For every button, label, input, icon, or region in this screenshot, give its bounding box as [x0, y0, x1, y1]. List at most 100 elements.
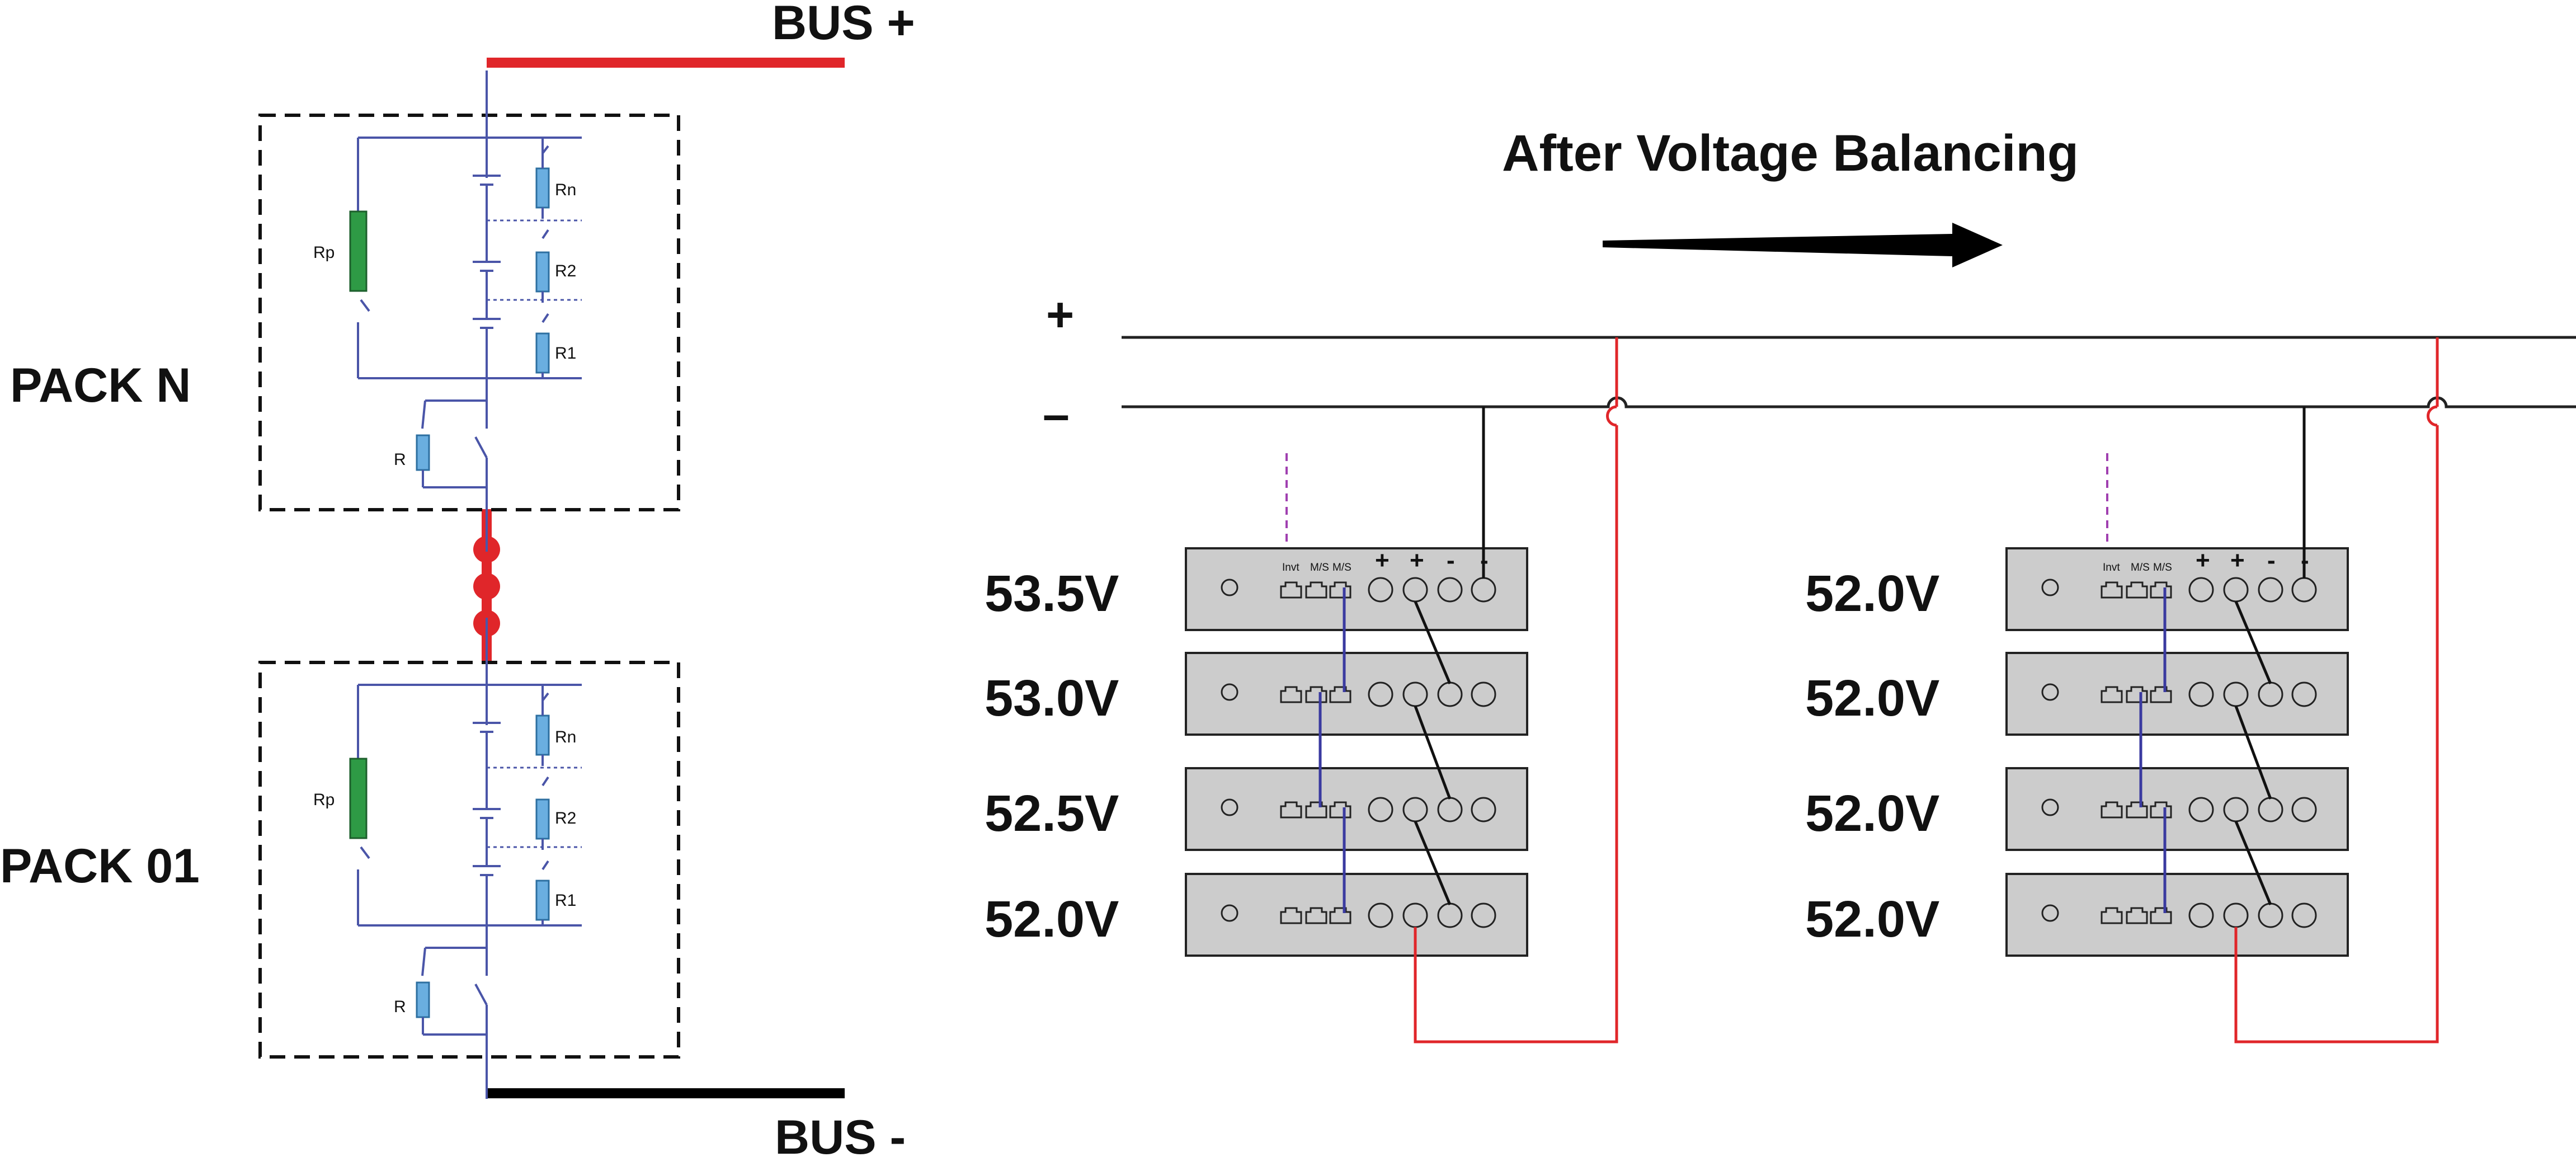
terminal-icon [1437, 577, 1463, 603]
switch [541, 229, 549, 239]
module-body [2005, 547, 2349, 631]
pack-01: Rp Rn R2 R1 R [258, 618, 680, 1099]
pack-n-label: PACK N [10, 359, 191, 412]
terminal-label-minus: - [2267, 547, 2276, 574]
terminal-icon [1471, 797, 1496, 822]
positive-lead-wire [2234, 425, 2439, 1043]
battery-module [2005, 873, 2349, 957]
module-wiring: After Voltage Balancing + – 53.5V 53.0V 52… [985, 125, 2576, 1043]
resistor-r1 [535, 332, 550, 374]
battery-module [1185, 652, 1528, 736]
terminal-icon [1368, 681, 1393, 707]
resistor-rp [349, 210, 368, 292]
rj-port-icon [2150, 907, 2172, 924]
rj-port-icon [1305, 581, 1327, 599]
indicator-icon [2041, 579, 2059, 596]
rp-label: Rp [313, 243, 335, 262]
terminal-icon [2291, 797, 2317, 822]
pack-schematic: BUS + BUS - Rp Rn R2 R1 R Rp Rn R2 R1 R PACK N P… [0, 0, 915, 1164]
module-body [2005, 767, 2349, 851]
rail-minus-line [1122, 396, 2576, 408]
wire [360, 299, 370, 312]
rj-port-icon [2126, 581, 2148, 599]
rj-port-icon [2150, 686, 2172, 703]
rj-port-icon [2126, 801, 2148, 819]
indicator-icon [2041, 798, 2059, 816]
terminal-label-plus: + [2230, 547, 2245, 574]
indicator-icon [1221, 904, 1238, 922]
battery-module [1185, 767, 1528, 851]
pack-enclosure [258, 661, 680, 1059]
voltage-label: 52.0V [1805, 565, 1939, 622]
resistor-rp [349, 758, 368, 839]
port-label-invt: Invt [2103, 562, 2120, 573]
rail-plus-label: + [1046, 288, 1074, 342]
rj-port-icon [1329, 686, 1351, 703]
battery-module [1185, 547, 1528, 631]
resistor-r2 [535, 798, 550, 840]
wire [360, 846, 370, 859]
rj-port-icon [2101, 801, 2123, 819]
module-body [1185, 873, 1528, 957]
rn-label: Rn [555, 728, 576, 746]
series-link-wire [1414, 706, 1452, 800]
bus-plus-label: BUS + [772, 0, 915, 50]
rj-port-icon [1329, 801, 1351, 819]
resistor-r [416, 434, 430, 471]
series-link-wire [1414, 821, 1452, 905]
battery-module [1185, 873, 1528, 957]
rj-port-icon [2126, 907, 2148, 924]
terminal-icon [1368, 797, 1393, 822]
rj-port-icon [1280, 686, 1302, 703]
voltage-label: 52.5V [985, 785, 1119, 842]
terminal-icon [2188, 902, 2214, 928]
rn-label: Rn [555, 181, 576, 199]
r1-label: R1 [555, 891, 576, 910]
terminal-icon [1368, 902, 1393, 928]
rail-minus-label: – [1043, 388, 1070, 441]
indicator-icon [1221, 798, 1238, 816]
switch [474, 436, 488, 458]
pack-link-dot [473, 573, 500, 600]
series-link-wire [2234, 706, 2272, 800]
indicator-icon [2041, 683, 2059, 701]
terminal-icon [1471, 681, 1496, 707]
port-label-ms: M/S [1332, 562, 1351, 573]
voltage-label: 52.0V [985, 891, 1119, 948]
switch [541, 860, 549, 871]
pack-enclosure [258, 114, 680, 511]
rj-port-icon [2150, 581, 2172, 599]
rj-port-icon [1280, 907, 1302, 924]
battery-module [2005, 652, 2349, 736]
resistor-rn [535, 714, 550, 756]
resistor-r1 [535, 880, 550, 921]
terminal-label-plus: + [1375, 547, 1390, 574]
terminal-icon [1471, 902, 1496, 928]
voltage-label: 52.0V [1805, 785, 1939, 842]
port-label-ms: M/S [2153, 562, 2172, 573]
wire [421, 400, 426, 429]
switch [541, 776, 549, 787]
module-body [1185, 547, 1528, 631]
rj-port-icon [2101, 581, 2123, 599]
r2-label: R2 [555, 262, 576, 280]
indicator-icon [1221, 683, 1238, 701]
indicator-icon [1221, 579, 1238, 596]
terminal-label-plus: + [1410, 547, 1424, 574]
bus-minus-label: BUS - [775, 1111, 906, 1163]
port-label-ms: M/S [2131, 562, 2150, 573]
terminal-icon [2291, 902, 2317, 928]
rj-port-icon [1305, 801, 1327, 819]
indicator-icon [2041, 904, 2059, 922]
module-body [1185, 767, 1528, 851]
rj-port-icon [1280, 801, 1302, 819]
rj-port-icon [2101, 686, 2123, 703]
battery-module [2005, 767, 2349, 851]
arrow-icon [1603, 223, 2003, 267]
rp-label: Rp [313, 791, 335, 809]
r2-label: R2 [555, 809, 576, 828]
series-link-wire [2234, 821, 2272, 905]
port-label-ms: M/S [1310, 562, 1329, 573]
